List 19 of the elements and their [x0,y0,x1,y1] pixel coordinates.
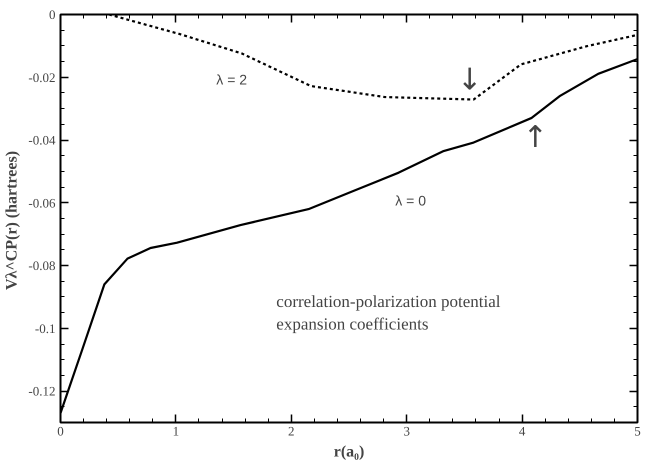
y-tick-label: -0.08 [28,258,56,274]
annotation: ↑ [522,120,548,156]
annotation: correlation-polarization potential expansion coefficients [276,292,501,334]
y-tick-label: 0 [49,7,56,22]
y-axis-title: Vλ^CP(r) (hartrees) [3,150,20,290]
series-label: λ = 2 [216,71,248,88]
y-tick-label: -0.06 [28,195,56,210]
x-axis-title: r(a₀) [334,444,364,460]
y-tick-label: -0.1 [34,320,56,336]
annotation: ↓ [457,62,482,98]
y-tick-label: -0.12 [28,384,56,399]
x-tick-label: 2 [288,424,295,438]
x-tick-label: 5 [634,424,641,438]
y-tick-label: -0.04 [28,132,56,148]
x-tick-label: 1 [172,424,180,438]
series-label: λ = 0 [395,192,426,209]
x-tick-label: 4 [518,424,526,438]
x-tick-label: 3 [403,424,410,438]
y-tick-label: -0.02 [28,70,56,85]
